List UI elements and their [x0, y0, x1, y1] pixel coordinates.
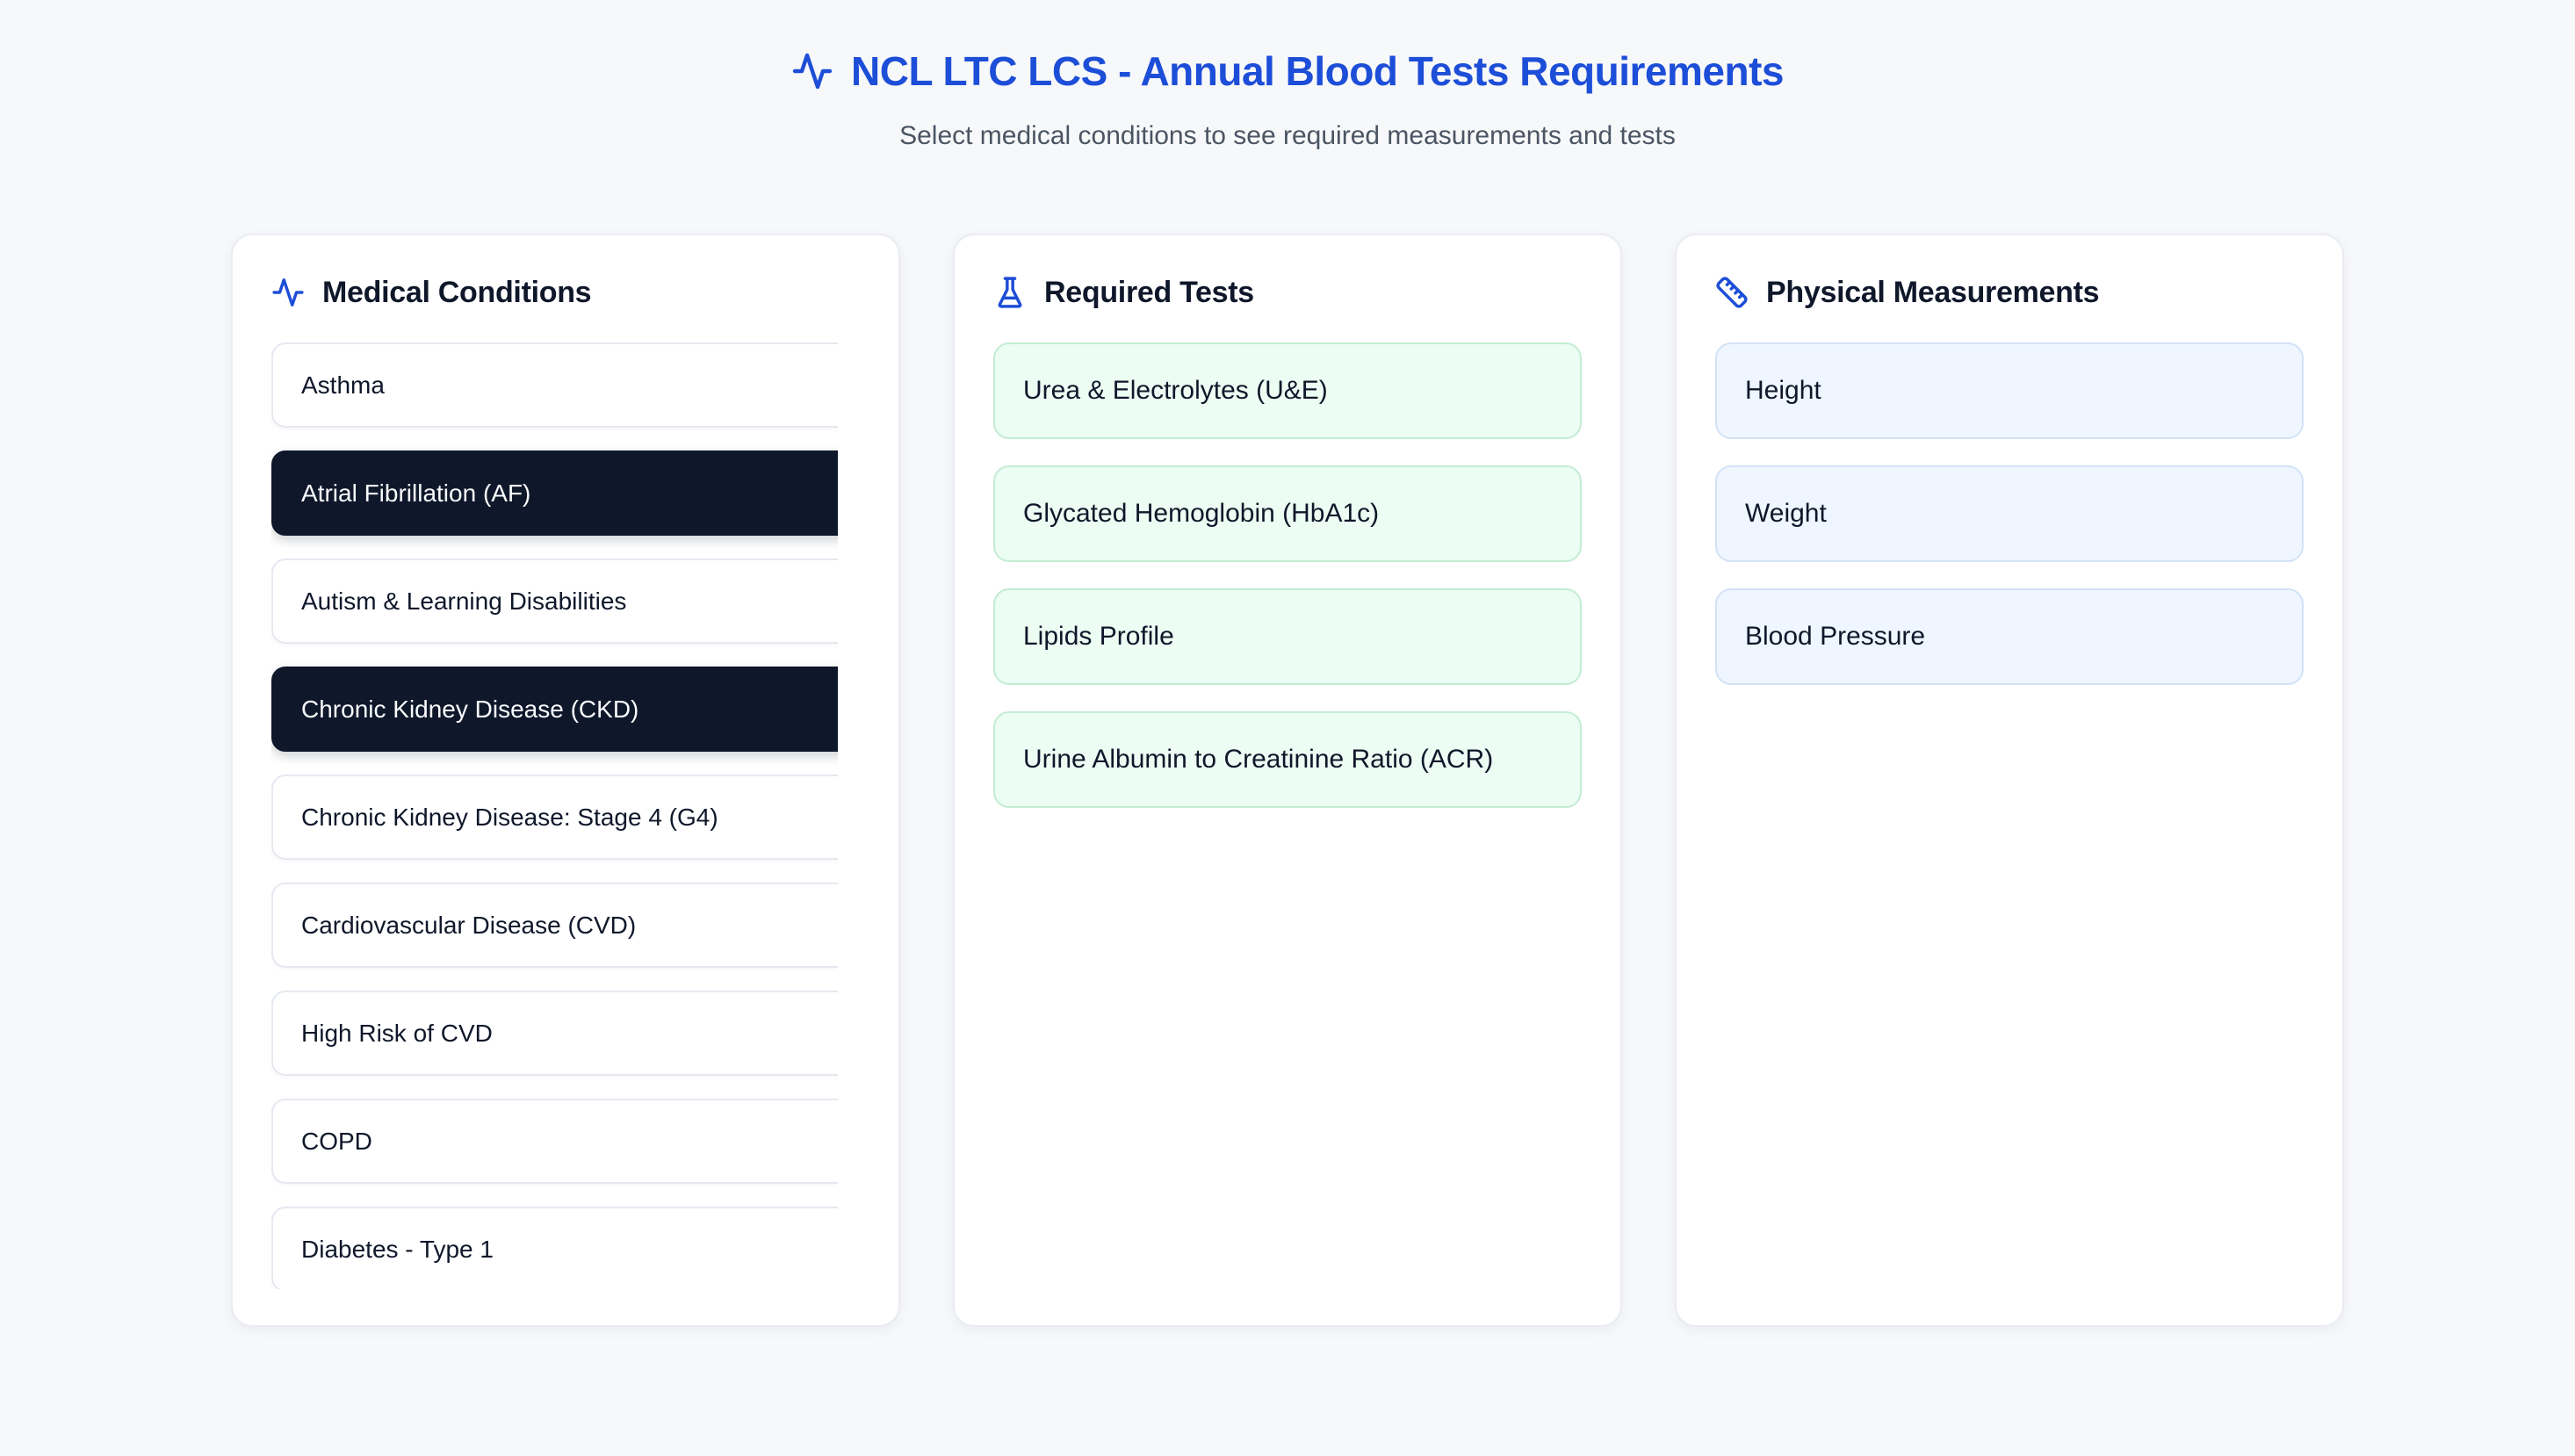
condition-item[interactable]: Chronic Kidney Disease: Stage 4 (G4)	[271, 775, 838, 860]
condition-list[interactable]: Asthma Atrial Fibrillation (AF) Autism &…	[271, 342, 838, 1289]
test-item: Urea & Electrolytes (U&E)	[993, 342, 1582, 439]
test-list: Urea & Electrolytes (U&E) Glycated Hemog…	[993, 342, 1582, 808]
page-subtitle: Select medical conditions to see require…	[899, 121, 1676, 150]
test-item: Glycated Hemoglobin (HbA1c)	[993, 465, 1582, 562]
panel-title: Physical Measurements	[1766, 275, 2100, 309]
test-item: Urine Albumin to Creatinine Ratio (ACR)	[993, 711, 1582, 808]
ruler-icon	[1715, 276, 1749, 309]
required-tests-panel: Required Tests Urea & Electrolytes (U&E)…	[953, 234, 1622, 1327]
required-tests-header: Required Tests	[993, 274, 1582, 311]
page-title: NCL LTC LCS - Annual Blood Tests Require…	[851, 48, 1784, 94]
title-row: NCL LTC LCS - Annual Blood Tests Require…	[0, 47, 2575, 95]
app-header: NCL LTC LCS - Annual Blood Tests Require…	[0, 47, 2575, 151]
physical-measurements-panel: Physical Measurements Height Weight Bloo…	[1675, 234, 2344, 1327]
condition-item[interactable]: Chronic Kidney Disease (CKD)	[271, 667, 838, 752]
condition-item[interactable]: Autism & Learning Disabilities	[271, 559, 838, 644]
measurement-list: Height Weight Blood Pressure	[1715, 342, 2304, 685]
measurement-item: Blood Pressure	[1715, 588, 2304, 685]
medical-conditions-panel: Medical Conditions Asthma Atrial Fibrill…	[231, 234, 900, 1327]
measurement-item: Weight	[1715, 465, 2304, 562]
panel-title: Medical Conditions	[322, 275, 592, 309]
condition-item[interactable]: Diabetes - Type 1	[271, 1207, 838, 1289]
test-item: Lipids Profile	[993, 588, 1582, 685]
condition-item[interactable]: High Risk of CVD	[271, 991, 838, 1076]
activity-pulse-icon	[271, 276, 305, 309]
condition-item[interactable]: Asthma	[271, 342, 838, 428]
condition-item[interactable]: COPD	[271, 1099, 838, 1184]
measurement-item: Height	[1715, 342, 2304, 439]
physical-measurements-header: Physical Measurements	[1715, 274, 2304, 311]
condition-item[interactable]: Atrial Fibrillation (AF)	[271, 450, 838, 536]
panels-row: Medical Conditions Asthma Atrial Fibrill…	[0, 234, 2575, 1327]
medical-conditions-header: Medical Conditions	[271, 274, 860, 311]
panel-title: Required Tests	[1044, 275, 1254, 309]
activity-pulse-icon	[791, 50, 833, 92]
condition-item[interactable]: Cardiovascular Disease (CVD)	[271, 883, 838, 968]
flask-icon	[993, 276, 1027, 309]
